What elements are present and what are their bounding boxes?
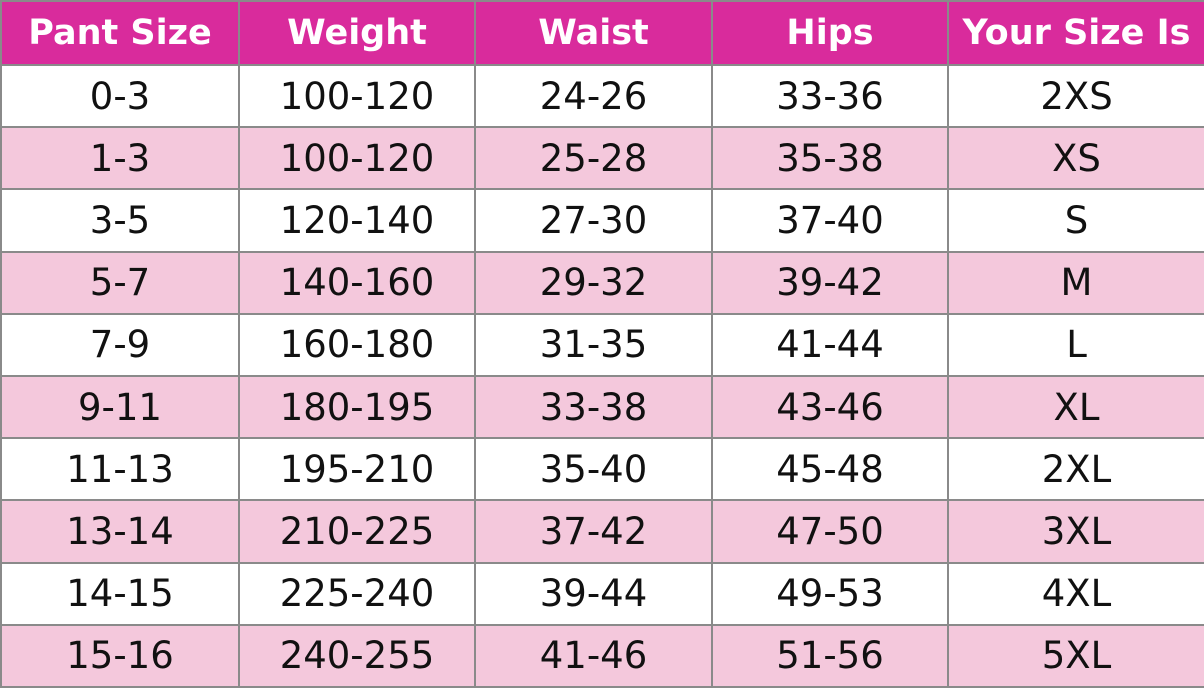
table-cell: 210-225: [238, 499, 476, 564]
table-row: 3-5 120-140 27-30 37-40 S: [0, 188, 1204, 253]
table-cell: 5-7: [0, 250, 240, 315]
table-cell: 41-44: [711, 312, 949, 377]
header-cell: Your Size Is: [947, 0, 1204, 66]
table-cell: S: [947, 188, 1204, 253]
table-cell: 45-48: [711, 437, 949, 502]
table-cell: 41-46: [474, 623, 713, 688]
header-cell: Weight: [238, 0, 476, 66]
table-cell: 51-56: [711, 623, 949, 688]
table-cell: 0-3: [0, 63, 240, 129]
table-cell: 9-11: [0, 374, 240, 440]
table-row: 15-16 240-255 41-46 51-56 5XL: [0, 623, 1204, 688]
table-cell: M: [947, 250, 1204, 315]
table-cell: 27-30: [474, 188, 713, 253]
table-cell: 33-36: [711, 63, 949, 129]
table-row: 0-3 100-120 24-26 33-36 2XS: [0, 63, 1204, 129]
table-cell: 39-44: [474, 561, 713, 626]
table-cell: 195-210: [238, 437, 476, 502]
table-cell: 35-38: [711, 126, 949, 191]
header-row: Pant Size Weight Waist Hips Your Size Is: [0, 0, 1204, 66]
table-body: 0-3 100-120 24-26 33-36 2XS 1-3 100-120 25-28 35…: [0, 63, 1204, 688]
table-row: 14-15 225-240 39-44 49-53 4XL: [0, 561, 1204, 626]
table-cell: 37-42: [474, 499, 713, 564]
table-cell: 4XL: [947, 561, 1204, 626]
table-cell: 2XL: [947, 437, 1204, 502]
table-cell: 43-46: [711, 374, 949, 440]
table-cell: 29-32: [474, 250, 713, 315]
table-row: 11-13 195-210 35-40 45-48 2XL: [0, 437, 1204, 502]
table-cell: 160-180: [238, 312, 476, 377]
table-cell: 31-35: [474, 312, 713, 377]
table-cell: 2XS: [947, 63, 1204, 129]
header-cell: Waist: [474, 0, 713, 66]
table-cell: L: [947, 312, 1204, 377]
table-row: 5-7 140-160 29-32 39-42 M: [0, 250, 1204, 315]
table-cell: 24-26: [474, 63, 713, 129]
table-cell: 1-3: [0, 126, 240, 191]
table-cell: 14-15: [0, 561, 240, 626]
table-cell: 37-40: [711, 188, 949, 253]
table-cell: 100-120: [238, 63, 476, 129]
table-cell: 3XL: [947, 499, 1204, 564]
table-cell: 33-38: [474, 374, 713, 440]
table-cell: XS: [947, 126, 1204, 191]
table-cell: 100-120: [238, 126, 476, 191]
table-cell: 15-16: [0, 623, 240, 688]
table-row: 13-14 210-225 37-42 47-50 3XL: [0, 499, 1204, 564]
table-cell: 140-160: [238, 250, 476, 315]
header-cell: Pant Size: [0, 0, 240, 66]
table-cell: 13-14: [0, 499, 240, 564]
table-cell: 3-5: [0, 188, 240, 253]
header-cell: Hips: [711, 0, 949, 66]
table-row: 1-3 100-120 25-28 35-38 XS: [0, 126, 1204, 191]
table-cell: XL: [947, 374, 1204, 440]
table-cell: 5XL: [947, 623, 1204, 688]
table-cell: 25-28: [474, 126, 713, 191]
table-cell: 180-195: [238, 374, 476, 440]
table-row: 7-9 160-180 31-35 41-44 L: [0, 312, 1204, 377]
table-cell: 11-13: [0, 437, 240, 502]
table-cell: 120-140: [238, 188, 476, 253]
table-cell: 49-53: [711, 561, 949, 626]
table-cell: 35-40: [474, 437, 713, 502]
table-cell: 225-240: [238, 561, 476, 626]
table-row: 9-11 180-195 33-38 43-46 XL: [0, 374, 1204, 440]
table-cell: 47-50: [711, 499, 949, 564]
table-cell: 7-9: [0, 312, 240, 377]
table-cell: 39-42: [711, 250, 949, 315]
table-cell: 240-255: [238, 623, 476, 688]
